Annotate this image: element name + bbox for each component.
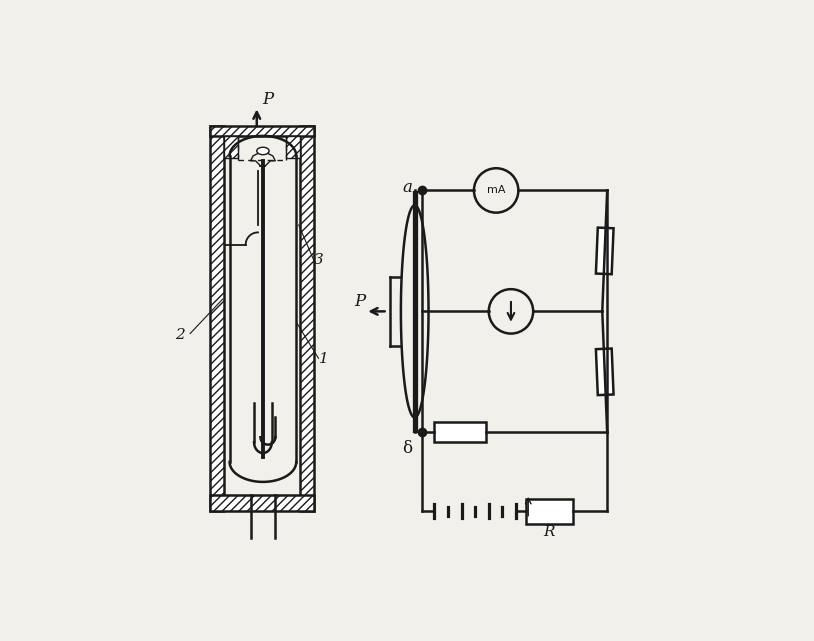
Text: a: a <box>402 179 412 197</box>
Text: 1: 1 <box>318 352 328 366</box>
Text: P: P <box>263 90 274 108</box>
Bar <box>286 136 300 158</box>
Bar <box>210 495 313 512</box>
Text: 3: 3 <box>313 253 323 267</box>
Bar <box>596 349 614 395</box>
Bar <box>526 499 573 524</box>
Text: P: P <box>354 294 365 310</box>
Text: 2: 2 <box>175 328 185 342</box>
Text: R: R <box>544 525 555 539</box>
Bar <box>224 136 238 158</box>
Bar <box>210 126 313 136</box>
Bar <box>435 422 486 442</box>
Text: δ: δ <box>402 440 413 456</box>
Bar <box>300 126 313 512</box>
Text: mA: mA <box>487 185 505 196</box>
Ellipse shape <box>256 147 269 154</box>
Bar <box>596 228 614 274</box>
Bar <box>210 126 224 512</box>
